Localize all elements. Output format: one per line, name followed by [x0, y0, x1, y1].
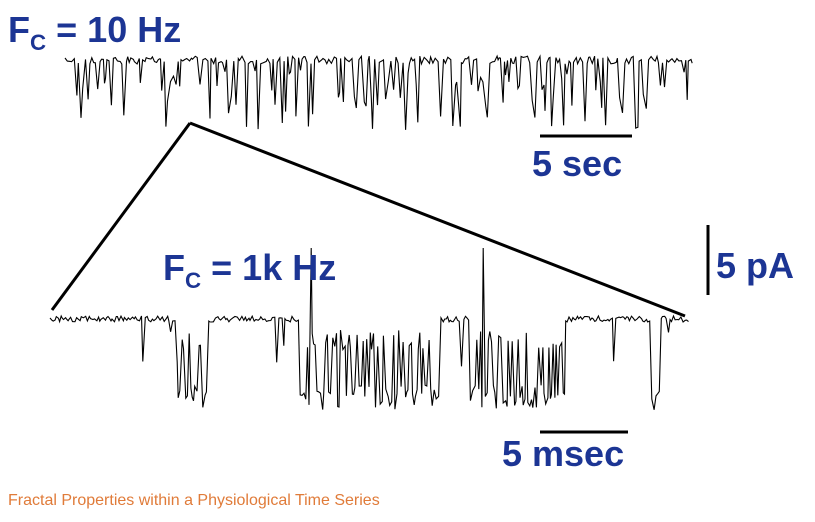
trace: [64, 54, 693, 130]
rate-label: FC = 1k Hz: [163, 250, 336, 292]
caption: Fractal Properties within a Physiologica…: [8, 492, 380, 509]
symbol: F: [163, 247, 185, 288]
value: = 1k Hz: [211, 247, 337, 288]
scale-label: 5 msec: [502, 433, 625, 474]
subscript: C: [30, 29, 47, 55]
subscript: C: [185, 267, 202, 293]
zoom-line: [189, 121, 686, 318]
zoom-line: [50, 122, 192, 311]
rate-label: FC = 10 Hz: [8, 12, 181, 54]
trace: [49, 247, 689, 410]
value: = 10 Hz: [56, 9, 182, 50]
scale-label: 5 pA: [716, 245, 795, 286]
symbol: F: [8, 9, 30, 50]
scale-label: 5 sec: [532, 143, 623, 184]
